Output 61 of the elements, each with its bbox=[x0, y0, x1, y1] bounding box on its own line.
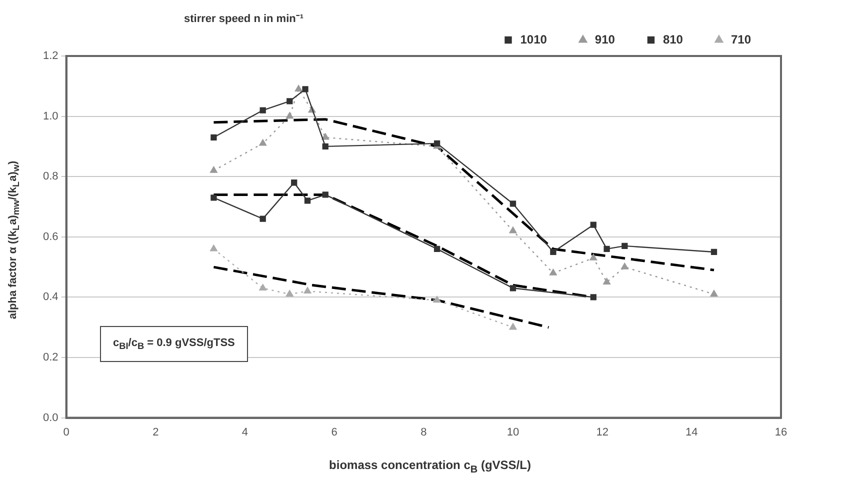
point bbox=[304, 287, 312, 294]
x-tick-label: 16 bbox=[774, 426, 788, 438]
point bbox=[590, 254, 598, 260]
y-tick-label: 0.8 bbox=[42, 170, 58, 183]
x-tick-label: 4 bbox=[242, 426, 248, 438]
y-tick-label: 0.0 bbox=[42, 412, 58, 424]
point bbox=[550, 248, 556, 256]
point bbox=[510, 285, 516, 292]
x-tick-label: 14 bbox=[686, 426, 698, 438]
point bbox=[286, 290, 294, 297]
point bbox=[604, 246, 610, 252]
legend-label: 710 bbox=[730, 32, 752, 46]
y-tick-label: 0.2 bbox=[42, 352, 58, 364]
point bbox=[210, 194, 217, 201]
point bbox=[286, 98, 293, 104]
point bbox=[210, 244, 218, 252]
x-tick-label: 12 bbox=[596, 426, 608, 438]
point bbox=[433, 296, 441, 303]
point bbox=[509, 226, 517, 234]
point bbox=[210, 166, 218, 173]
point bbox=[590, 294, 596, 300]
x-tick-label: 6 bbox=[331, 426, 338, 438]
legend-label: 910 bbox=[594, 32, 616, 46]
point bbox=[294, 85, 302, 92]
point bbox=[509, 323, 517, 330]
x-tick-label: 0 bbox=[63, 426, 70, 438]
line-series bbox=[212, 266, 550, 329]
y-tick-label: 0.6 bbox=[42, 230, 58, 243]
x-axis-title: biomass concentration c$_{B}$ (gVSS/L) bbox=[329, 458, 531, 476]
point bbox=[510, 200, 516, 207]
x-tick-label: 8 bbox=[420, 426, 427, 438]
point bbox=[322, 143, 328, 150]
point bbox=[590, 222, 596, 228]
point bbox=[286, 112, 294, 119]
legend-label: 810 bbox=[662, 32, 684, 46]
point bbox=[710, 290, 718, 297]
point bbox=[322, 133, 330, 140]
point bbox=[622, 242, 628, 250]
y-tick-label: 0.4 bbox=[42, 291, 58, 304]
point bbox=[322, 192, 328, 198]
point bbox=[621, 262, 628, 270]
x-tick-label: 10 bbox=[506, 426, 520, 438]
point bbox=[210, 134, 217, 140]
y-tick-label: 1.2 bbox=[42, 50, 58, 62]
point bbox=[260, 216, 266, 222]
point bbox=[603, 278, 610, 284]
y-tick-label: 1.0 bbox=[42, 110, 58, 122]
point bbox=[302, 86, 308, 92]
x-tick-label: 2 bbox=[152, 426, 159, 438]
point bbox=[260, 107, 266, 114]
point bbox=[304, 198, 311, 204]
line-series bbox=[212, 118, 716, 272]
point bbox=[710, 248, 718, 256]
legend-label: 1010 bbox=[520, 32, 548, 46]
point bbox=[550, 268, 557, 276]
point bbox=[291, 180, 298, 186]
point bbox=[259, 284, 266, 291]
legend-title: stirrer speed n in min⁻¹ bbox=[184, 12, 304, 25]
point bbox=[259, 139, 266, 146]
annotation: c$_{BI}$/c$_{B}$ = 0.9 gVSS/gTSS bbox=[100, 326, 248, 362]
point bbox=[434, 246, 440, 252]
